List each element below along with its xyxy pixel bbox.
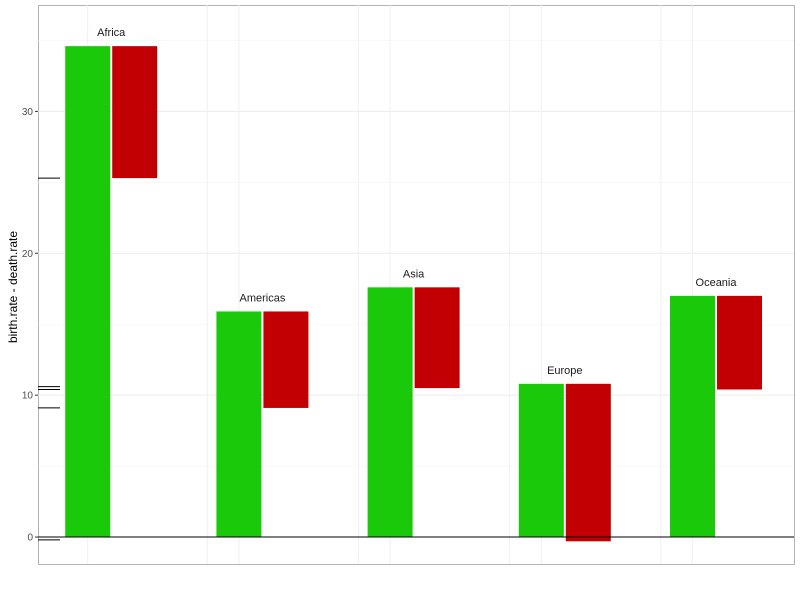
birth-rate-bar	[216, 311, 262, 538]
y-axis-ticks: 0 10 20 30	[22, 107, 38, 544]
death-rate-bar	[717, 295, 763, 390]
region-labels: Africa Americas Asia Europe Oceania	[97, 27, 737, 377]
y-tick-label: 20	[22, 249, 34, 260]
y-axis-markers	[38, 177, 60, 541]
birth-rate-bar	[367, 287, 413, 538]
bars	[38, 46, 794, 542]
birth-rate-bar	[670, 295, 716, 538]
region-label: Oceania	[696, 277, 738, 289]
death-rate-bar	[565, 383, 611, 542]
panel-border	[38, 5, 795, 565]
death-rate-bar	[414, 287, 460, 389]
y-tick-label: 30	[22, 107, 34, 118]
region-label: Europe	[547, 365, 582, 377]
birth-rate-bar	[518, 383, 564, 538]
region-label: Americas	[239, 292, 285, 304]
y-axis-title: birth.rate - death.rate	[6, 231, 20, 343]
y-tick-label: 10	[22, 391, 34, 402]
death-rate-bar	[112, 46, 158, 179]
death-rate-bar	[263, 311, 309, 408]
region-label: Asia	[403, 268, 425, 280]
birth-rate-bar	[65, 46, 111, 538]
region-label: Africa	[97, 27, 126, 39]
y-tick-label: 0	[27, 533, 33, 544]
